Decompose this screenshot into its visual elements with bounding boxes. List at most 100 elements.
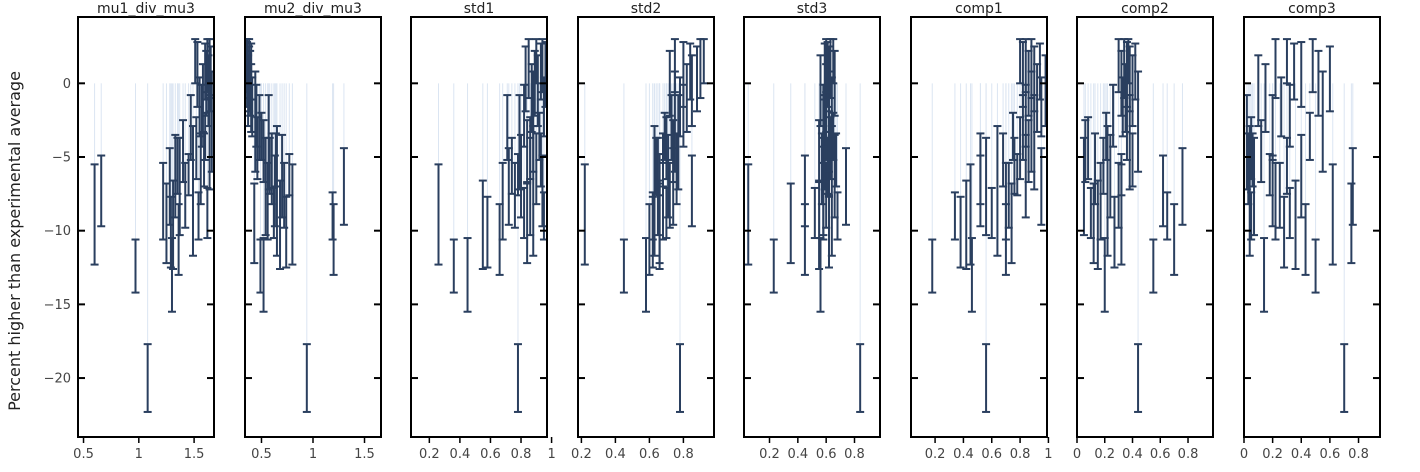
x-tick-label: 1.5 (354, 447, 375, 462)
x-tick-label: 0.8 (1010, 447, 1031, 462)
error-bar (520, 83, 529, 148)
error-bar (171, 133, 180, 219)
error-bar (1291, 179, 1300, 270)
error-bar (842, 147, 850, 226)
error-bar (1297, 133, 1306, 219)
error-bar (820, 42, 829, 101)
error-bar (1103, 125, 1112, 257)
error-bar (1163, 191, 1172, 241)
error-bar (1149, 238, 1158, 294)
error-bar (1134, 343, 1143, 413)
error-bar (532, 38, 541, 85)
x-tick-label: 0.2 (1094, 447, 1115, 462)
x-tick-label: 1.5 (184, 447, 205, 462)
x-tick-label: 0.4 (605, 447, 626, 462)
error-bar (483, 195, 492, 269)
plot-area (744, 38, 865, 413)
panel-comp2: 0 0.2 0.4 0.6 0.8 comp2 (1073, 1, 1214, 462)
x-tick-label: 0.4 (1291, 447, 1312, 462)
error-bar (173, 136, 182, 195)
x-tick-label: 0.5 (73, 447, 94, 462)
error-bar (250, 182, 259, 265)
error-bar (271, 132, 280, 188)
panel-title: comp2 (1121, 1, 1169, 17)
error-bar (434, 163, 443, 266)
y-tick-label: −5 (52, 151, 71, 166)
error-bar (1275, 161, 1284, 229)
error-bar (1254, 54, 1263, 128)
error-bar (1318, 70, 1327, 173)
y-tick-label: −20 (44, 372, 71, 387)
error-bar (1285, 83, 1294, 148)
error-bar (449, 238, 458, 294)
error-bar (1102, 111, 1111, 161)
panel-frame (410, 16, 548, 438)
error-bar (769, 238, 778, 294)
error-bar (191, 38, 200, 85)
x-tick-label: 0.2 (571, 447, 592, 462)
error-bar (1260, 237, 1269, 313)
error-bar (1110, 195, 1119, 269)
panel-frame (1243, 16, 1381, 438)
y-tick-label: 0 (63, 77, 71, 92)
error-bar (503, 94, 512, 161)
error-bar (1091, 132, 1100, 206)
plot-area (1079, 38, 1187, 413)
x-tick-label: 0.2 (925, 447, 946, 462)
plot-area (928, 38, 1047, 413)
panel-std1: 0.2 0.4 0.6 0.8 1 std1 (410, 1, 556, 462)
x-tick-label: 0.5 (251, 447, 272, 462)
panel-title: std1 (464, 1, 495, 17)
error-bar (272, 125, 281, 257)
x-tick-label: 0.4 (1122, 447, 1143, 462)
plot-area (580, 38, 708, 413)
error-bar (1261, 63, 1270, 133)
error-bar (1086, 186, 1095, 240)
error-bar (1117, 163, 1126, 266)
panel-comp1: 0.2 0.4 0.6 0.8 1 comp1 (910, 1, 1053, 462)
error-bar (1170, 203, 1179, 276)
x-tick-label: 0.6 (1150, 447, 1171, 462)
error-bar (252, 83, 261, 148)
panel-frame (910, 16, 1048, 438)
panel-frame (1076, 16, 1214, 438)
x-tick-label: 0.8 (1348, 447, 1369, 462)
error-bar (1297, 41, 1306, 108)
error-bar (302, 343, 311, 413)
x-tick-label: 0.4 (450, 447, 471, 462)
error-bar (967, 237, 976, 313)
error-bar (1109, 83, 1118, 148)
error-bar (1271, 38, 1280, 100)
panel-frame (743, 16, 881, 438)
plot-area (434, 38, 547, 413)
x-tick-label: 0.6 (639, 447, 660, 462)
panel-title: mu2_div_mu3 (264, 1, 362, 17)
panel-title: comp1 (955, 1, 1003, 17)
error-bar (786, 182, 795, 265)
error-bar (97, 154, 106, 228)
error-bar (822, 38, 831, 94)
error-bar (1308, 38, 1317, 94)
x-tick-label: 0.8 (1178, 447, 1199, 462)
error-bar (815, 119, 824, 184)
error-bar (665, 49, 674, 117)
y-axis-label: Percent higher than experimental average (5, 71, 24, 411)
error-bar (179, 119, 188, 184)
x-tick-label: 0.6 (816, 447, 837, 462)
panel-frame (577, 16, 715, 438)
x-tick-label: 0.8 (673, 447, 694, 462)
plot-area (1244, 38, 1357, 413)
error-bar (1159, 154, 1168, 228)
panel-comp3: 0 0.2 0.4 0.6 0.8 comp3 (1240, 1, 1381, 462)
error-bar (1314, 49, 1323, 117)
error-bar (339, 147, 348, 226)
error-bar (982, 343, 991, 413)
panel-frame (77, 16, 215, 438)
error-bar (1268, 154, 1277, 228)
error-bar (816, 237, 825, 313)
error-bar (1010, 136, 1019, 195)
x-tick-label: 0.2 (419, 447, 440, 462)
error-bar (1290, 42, 1299, 101)
panels-group: 0.5 1 1.5 mu1_div_mu3 0 −5 −10 −15 −20 0.5 1 1.5 mu2… (44, 1, 1381, 462)
panel-std2: 0.2 0.4 0.6 0.8 std2 (571, 1, 715, 462)
